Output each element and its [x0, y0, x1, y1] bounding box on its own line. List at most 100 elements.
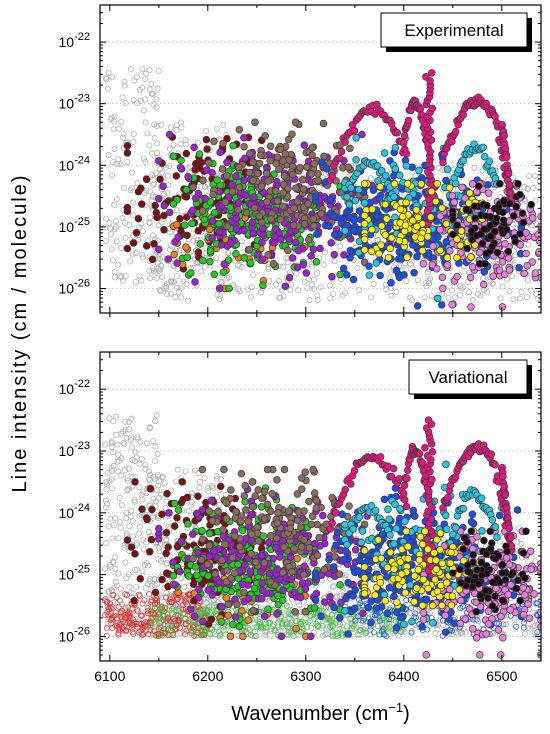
grey-open-marker	[173, 207, 180, 214]
red-open-marker	[167, 595, 174, 602]
grey-open-marker	[457, 292, 464, 298]
yellow-marker	[445, 183, 454, 192]
purple-marker	[232, 214, 240, 223]
cyan-marker	[352, 134, 360, 142]
maroon-marker	[164, 543, 172, 551]
grey-open-marker	[147, 275, 154, 282]
blue-marker	[330, 230, 339, 239]
purple-marker	[288, 254, 297, 262]
grey-open-marker	[146, 425, 153, 431]
grey-open-marker	[320, 261, 327, 268]
grey-open-marker	[437, 617, 444, 624]
grey-open-marker	[162, 505, 169, 512]
green-marker	[225, 284, 233, 293]
grey-open-marker	[122, 559, 129, 566]
brown-marker	[257, 151, 265, 159]
brown-marker	[267, 215, 275, 223]
grey-open-marker	[146, 142, 153, 149]
yellow-marker	[465, 189, 474, 197]
grey-open-marker	[288, 281, 294, 288]
grey-open-marker	[123, 515, 130, 522]
grey-open-marker	[156, 494, 163, 501]
grey-open-marker	[151, 121, 158, 128]
red-open-marker	[179, 606, 186, 613]
grey-open-marker	[451, 294, 458, 301]
blue-marker	[318, 158, 326, 166]
red-open-marker	[138, 630, 145, 637]
maroon-marker	[131, 478, 139, 486]
grey-open-marker	[108, 440, 115, 447]
brown-marker	[307, 170, 316, 178]
red-open-marker	[122, 619, 129, 626]
grey-open-marker	[129, 517, 136, 524]
brown-marker	[317, 210, 325, 218]
grey-open-marker	[118, 118, 125, 125]
red-open-marker	[102, 611, 109, 618]
grey-open-marker	[125, 465, 132, 472]
brown-marker	[289, 221, 298, 229]
grey-open-marker	[132, 566, 139, 573]
blue-marker	[434, 233, 442, 241]
grey-open-marker	[106, 478, 113, 485]
grey-open-marker	[111, 515, 118, 522]
red-open-marker	[144, 619, 151, 626]
grey-open-marker	[129, 533, 136, 540]
grey-open-marker	[208, 483, 215, 490]
grey-open-marker	[108, 465, 115, 472]
grey-open-marker	[128, 507, 135, 514]
purple-marker	[259, 231, 268, 239]
yellow-marker	[443, 253, 452, 262]
black-marker	[453, 221, 461, 229]
green-marker	[169, 571, 178, 580]
yellow-marker	[453, 253, 461, 262]
yellow-marker	[438, 204, 446, 212]
grey-open-marker	[108, 443, 115, 450]
black-marker	[519, 218, 528, 227]
black-marker	[481, 260, 489, 268]
maroon-marker	[129, 239, 138, 247]
maroon-marker	[173, 513, 181, 522]
purple-marker	[300, 141, 309, 149]
grey-open-marker	[277, 294, 284, 301]
grey-open-marker	[128, 436, 134, 443]
purple-marker	[155, 157, 163, 165]
black-marker	[463, 244, 471, 253]
maroon-marker	[123, 142, 132, 150]
pink-marker	[529, 214, 537, 222]
grey-open-marker	[113, 238, 120, 245]
black-marker	[478, 239, 487, 248]
purple-marker	[291, 238, 300, 247]
maroon-marker	[148, 505, 156, 514]
grey-open-marker	[158, 491, 164, 498]
green-open-marker	[177, 614, 184, 621]
green-marker	[336, 581, 344, 589]
grey-open-marker	[143, 559, 150, 566]
magenta-marker	[402, 149, 411, 158]
pink-marker	[428, 261, 436, 269]
grey-open-marker	[103, 504, 110, 511]
magenta-marker	[502, 153, 511, 161]
yellow-marker	[431, 197, 440, 206]
blue-marker	[365, 262, 373, 270]
green-open-marker	[214, 624, 221, 631]
purple-marker	[189, 206, 197, 214]
grey-open-marker	[166, 163, 173, 170]
red-open-marker	[130, 631, 137, 637]
yellow-marker	[457, 227, 466, 235]
grey-open-marker	[521, 184, 528, 191]
magenta-marker	[428, 104, 437, 113]
grey-open-marker	[131, 498, 138, 505]
yellow-marker	[381, 200, 390, 209]
red-open-marker	[119, 608, 126, 615]
grey-open-marker	[235, 286, 242, 293]
magenta-marker	[491, 112, 499, 121]
grey-open-marker	[132, 449, 139, 456]
red-open-marker	[163, 594, 169, 601]
purple-marker	[155, 194, 163, 203]
purple-marker	[215, 227, 224, 236]
red-open-marker	[121, 614, 128, 621]
maroon-marker	[134, 187, 143, 196]
grey-open-marker	[167, 242, 174, 249]
brown-marker	[262, 169, 271, 178]
